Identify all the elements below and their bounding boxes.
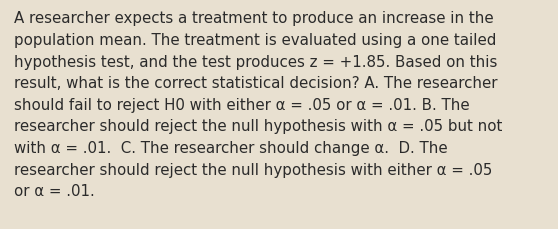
Text: A researcher expects a treatment to produce an increase in the
population mean. : A researcher expects a treatment to prod… [14, 11, 502, 199]
